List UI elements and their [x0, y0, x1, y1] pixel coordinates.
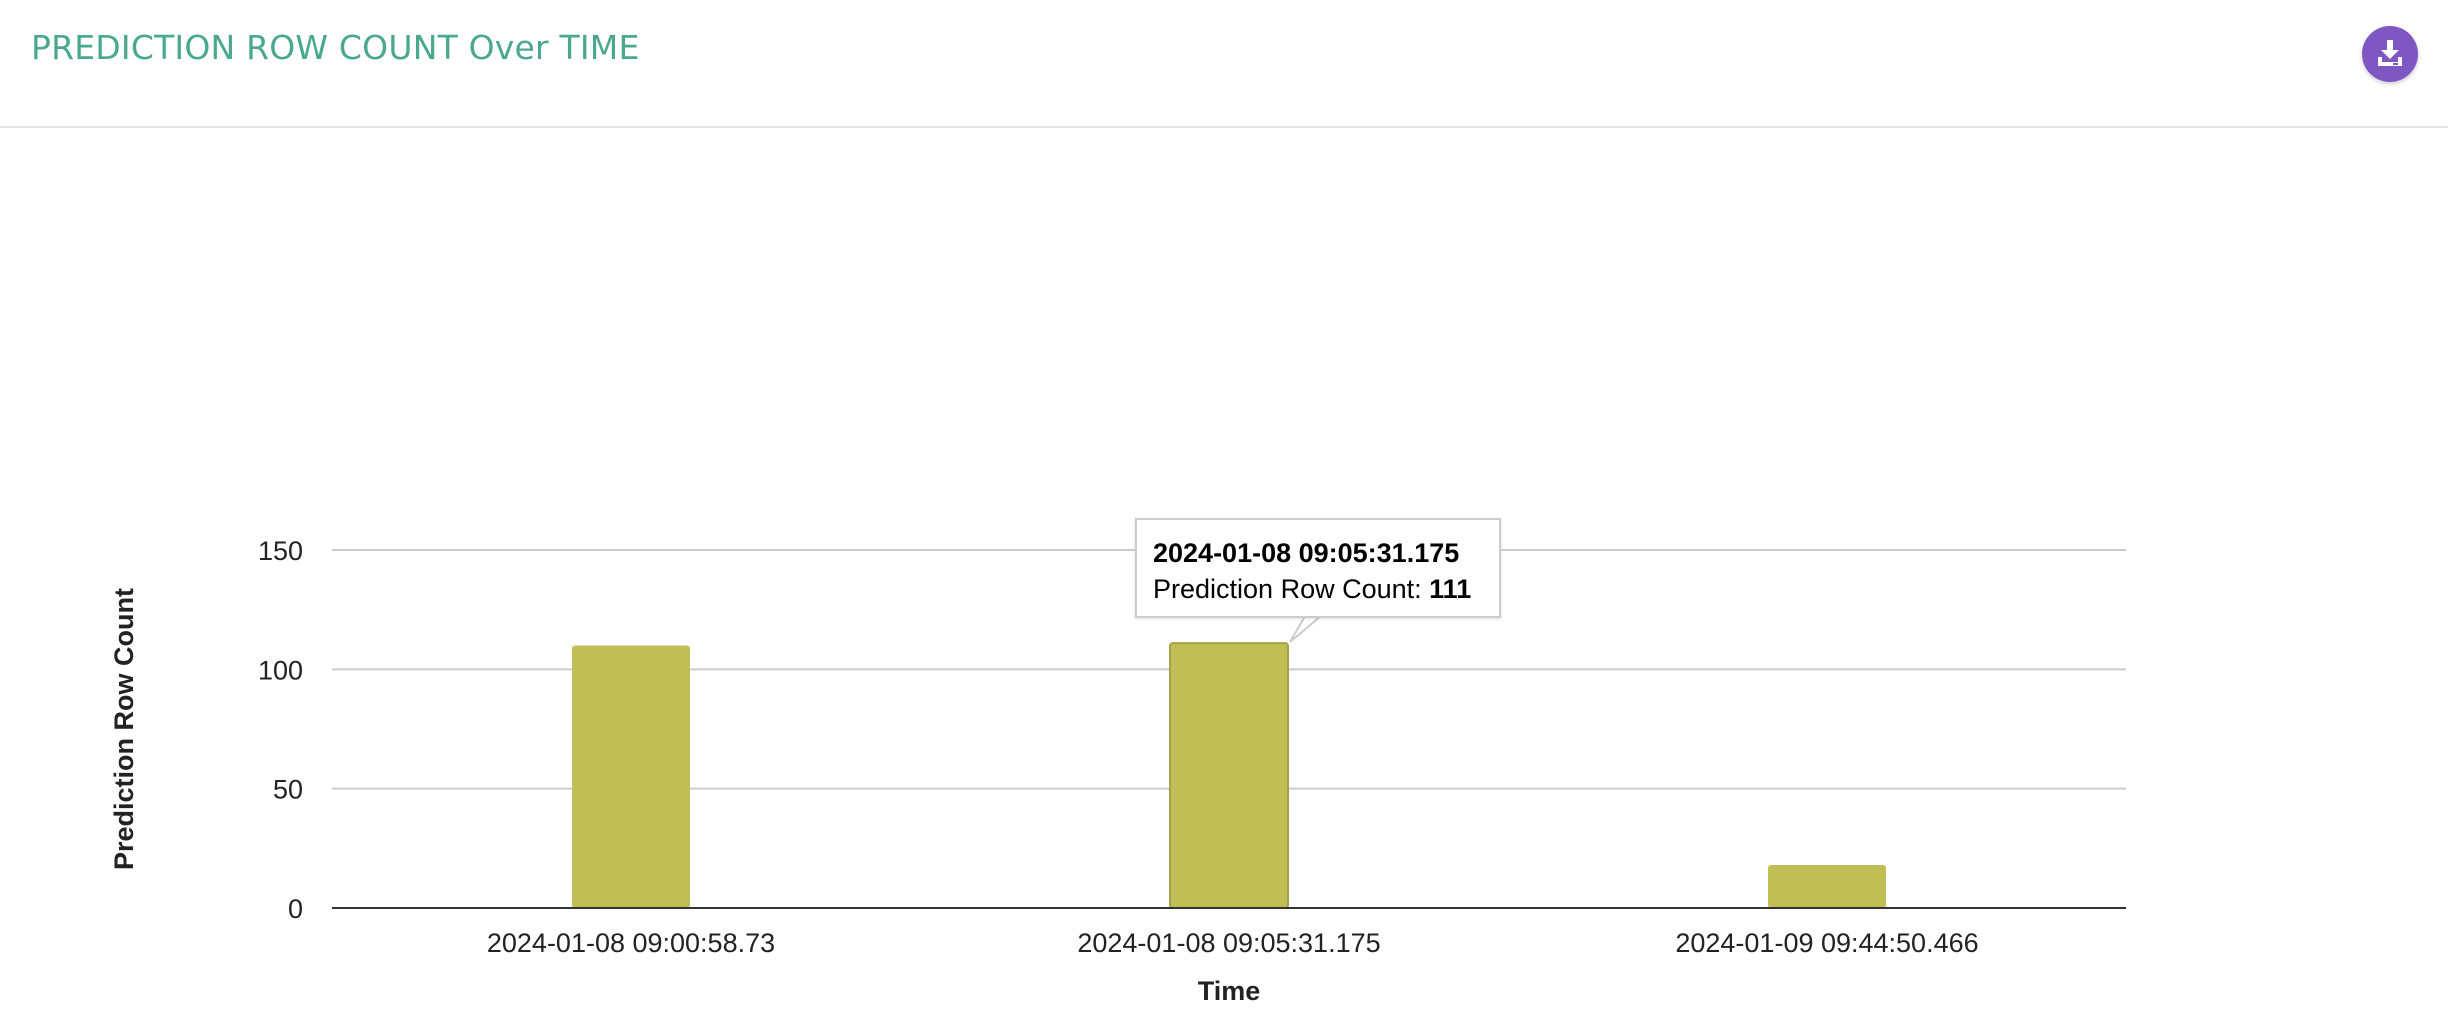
- y-tick-label: 0: [288, 894, 303, 924]
- chart-header: PREDICTION ROW COUNT Over TIME: [0, 0, 2448, 128]
- y-axis-title: Prediction Row Count: [109, 588, 139, 870]
- chart-title: PREDICTION ROW COUNT Over TIME: [31, 28, 640, 67]
- tooltip-category: 2024-01-08 09:05:31.175: [1153, 538, 1460, 568]
- tooltip-pointer: [1289, 615, 1324, 643]
- chart-tooltip: 2024-01-08 09:05:31.175 Prediction Row C…: [1135, 518, 1501, 618]
- bar[interactable]: [1169, 642, 1289, 910]
- y-tick-label: 50: [273, 775, 303, 805]
- tooltip-line: Prediction Row Count: 111: [1153, 571, 1499, 607]
- bar[interactable]: [1768, 865, 1886, 908]
- x-axis-title: Time: [1198, 976, 1261, 1006]
- x-tick-label: 2024-01-08 09:00:58.73: [487, 928, 775, 958]
- tooltip-label: Prediction Row Count:: [1153, 574, 1422, 604]
- download-button[interactable]: [2362, 26, 2418, 82]
- bar[interactable]: [572, 645, 690, 908]
- y-tick-label: 150: [258, 536, 303, 566]
- y-tick-label: 100: [258, 655, 303, 685]
- x-tick-label: 2024-01-09 09:44:50.466: [1675, 928, 1978, 958]
- tooltip-value: 111: [1429, 574, 1472, 604]
- download-icon: [2362, 26, 2418, 82]
- x-tick-label: 2024-01-08 09:05:31.175: [1077, 928, 1380, 958]
